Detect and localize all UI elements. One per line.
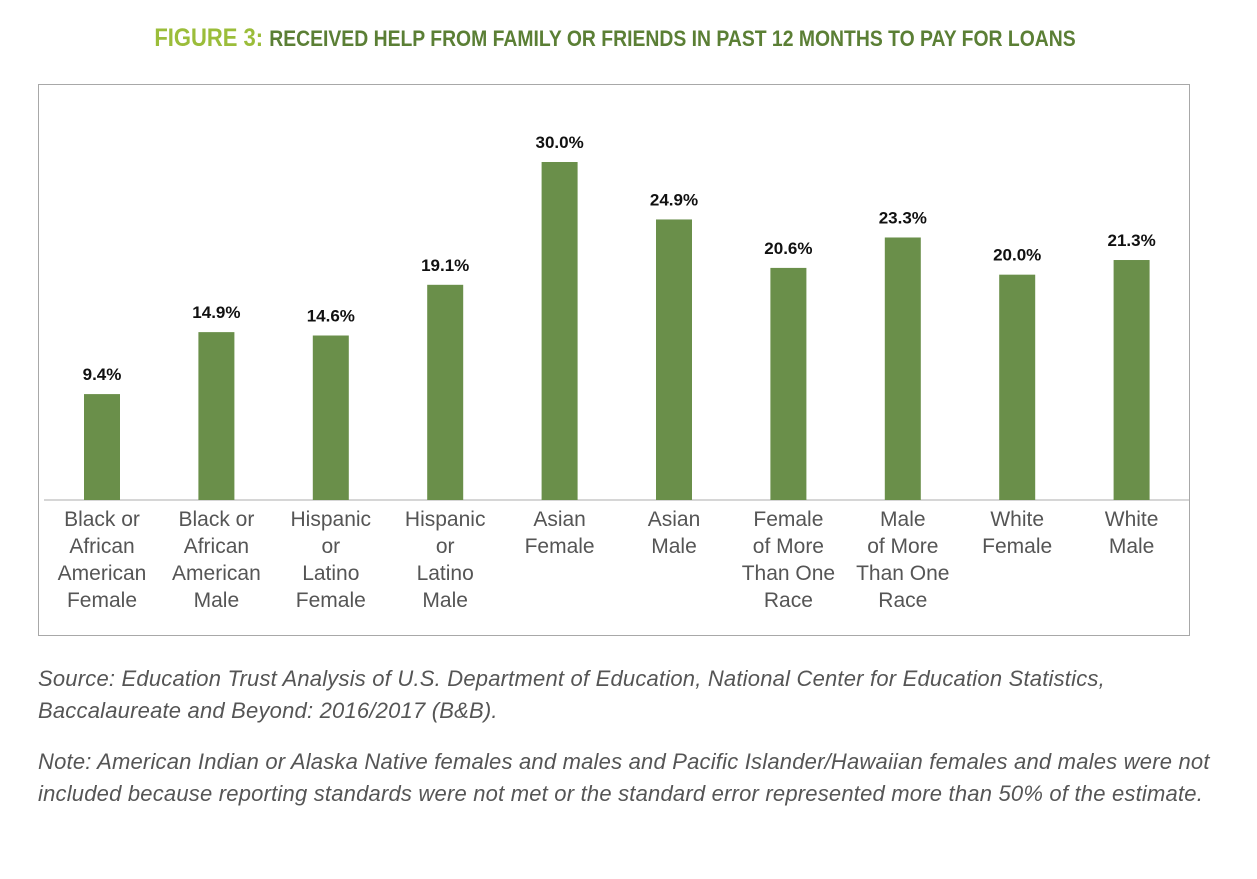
- x-tick-label: Than One: [742, 562, 835, 585]
- source-note: Source: Education Trust Analysis of U.S.…: [38, 666, 1105, 723]
- data-label: 24.9%: [650, 190, 698, 209]
- x-tick-label: African: [69, 535, 134, 558]
- data-label: 23.3%: [879, 208, 927, 227]
- x-tick-label: Black or: [178, 508, 254, 531]
- x-tick-label: Female: [982, 535, 1052, 558]
- x-tick-label: Male: [1109, 535, 1155, 558]
- figure-label: FIGURE 3:: [154, 24, 264, 52]
- bar: [656, 219, 692, 500]
- x-tick-label: Than One: [856, 562, 949, 585]
- x-tick-label: Male: [880, 508, 926, 531]
- x-tick-label: Race: [764, 589, 813, 612]
- x-tick-label: Latino: [302, 562, 359, 585]
- x-tick-label: or: [436, 535, 455, 558]
- data-label: 21.3%: [1107, 231, 1155, 250]
- x-tick-label: Male: [651, 535, 697, 558]
- x-tick-label: of More: [867, 535, 938, 558]
- data-label: 9.4%: [83, 365, 122, 384]
- x-tick-label: Asian: [648, 508, 701, 531]
- x-tick-label: Male: [194, 589, 240, 612]
- exclusion-note: Note: American Indian or Alaska Native f…: [38, 749, 1210, 806]
- x-tick-label: Female: [296, 589, 366, 612]
- x-tick-label: White: [990, 508, 1044, 531]
- x-tick-label: Black or: [64, 508, 140, 531]
- x-tick-label: Latino: [417, 562, 474, 585]
- bar: [84, 394, 120, 500]
- bar: [999, 274, 1036, 500]
- bar: [198, 332, 235, 500]
- data-label: 14.6%: [307, 307, 355, 326]
- bar: [541, 162, 578, 500]
- x-tick-label: American: [172, 562, 261, 585]
- data-label: 19.1%: [421, 256, 469, 275]
- figure-title: FIGURE 3: RECEIVED HELP FROM FAMILY OR F…: [74, 24, 1156, 53]
- bar: [1113, 260, 1150, 500]
- chart-frame: [38, 84, 1190, 636]
- bar: [884, 237, 921, 500]
- x-tick-label: Asian: [533, 508, 586, 531]
- x-tick-label: American: [58, 562, 147, 585]
- x-tick-label: Male: [422, 589, 468, 612]
- x-tick-label: Female: [525, 535, 595, 558]
- figure-title-text: RECEIVED HELP FROM FAMILY OR FRIENDS IN …: [269, 26, 1076, 51]
- x-tick-label: African: [184, 535, 249, 558]
- data-label: 30.0%: [535, 133, 583, 152]
- x-tick-label: Hispanic: [291, 508, 372, 531]
- bar: [770, 267, 807, 500]
- data-label: 20.0%: [993, 246, 1041, 265]
- bar: [427, 284, 464, 500]
- x-tick-label: Race: [878, 589, 927, 612]
- x-tick-label: or: [321, 535, 340, 558]
- bar: [312, 335, 349, 500]
- x-tick-label: Female: [753, 508, 823, 531]
- x-tick-label: White: [1105, 508, 1159, 531]
- data-label: 14.9%: [192, 303, 240, 322]
- x-tick-label: of More: [753, 535, 824, 558]
- x-tick-label: Hispanic: [405, 508, 486, 531]
- data-label: 20.6%: [764, 239, 812, 258]
- x-tick-label: Female: [67, 589, 137, 612]
